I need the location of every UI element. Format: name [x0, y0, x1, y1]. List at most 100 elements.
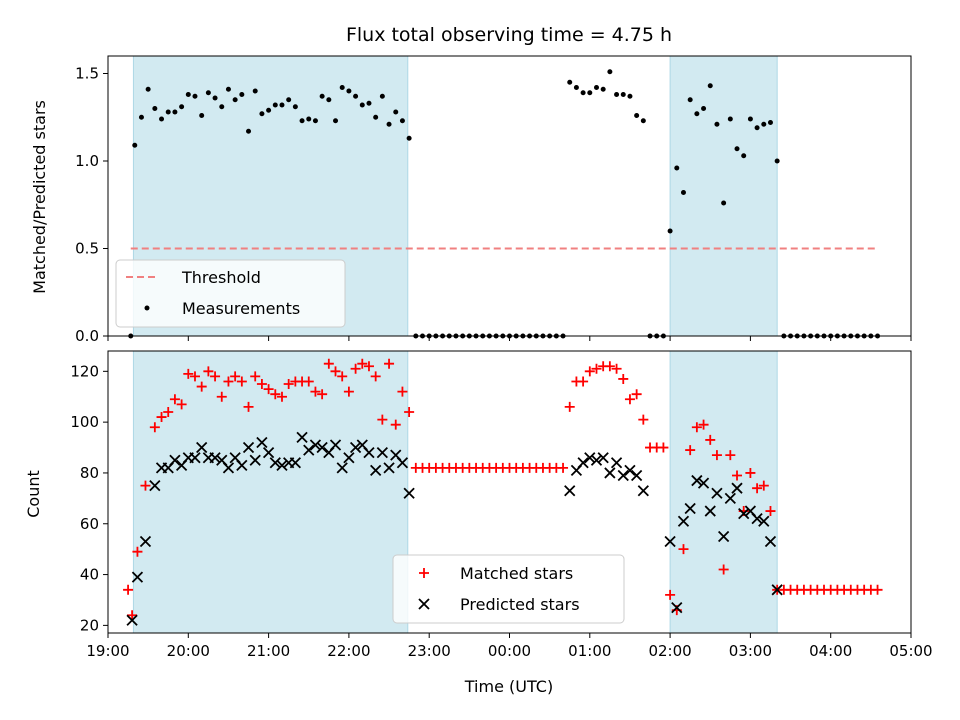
- matched-stars-point: [624, 394, 635, 405]
- matched-stars-point: [390, 419, 401, 430]
- matched-stars-point: [256, 379, 267, 390]
- bottom-shaded-interval: [132, 350, 409, 634]
- top-legend: [115, 259, 346, 328]
- matched-stars-point: [357, 358, 368, 369]
- bottom-y-tick-label: 20: [80, 616, 99, 634]
- matched-stars-point: [397, 386, 408, 397]
- measurements-point: [225, 86, 231, 92]
- x-tick-label: 23:00: [408, 642, 451, 660]
- predicted-stars-point: [577, 457, 589, 469]
- bottom-y-tick-label: 40: [80, 566, 99, 584]
- predicted-stars-point: [316, 441, 328, 454]
- bottom-y-axis-label: Count: [24, 470, 43, 518]
- measurements-point: [292, 104, 298, 110]
- measurements-point: [761, 121, 767, 127]
- predicted-stars-point: [343, 452, 355, 464]
- measurements-point: [634, 113, 640, 118]
- matched-stars-point: [283, 379, 294, 390]
- measurements-point: [379, 93, 385, 99]
- measurements-point: [614, 92, 620, 97]
- measurements-point: [199, 113, 205, 118]
- predicted-stars-point: [242, 441, 255, 454]
- matched-stars-point: [691, 422, 702, 433]
- matched-stars-point: [149, 422, 160, 433]
- matched-stars-point: [745, 467, 756, 478]
- measurements-point: [212, 95, 218, 101]
- measurements-point: [326, 97, 332, 103]
- measurements-point: [185, 92, 191, 97]
- measurements-point: [580, 90, 586, 96]
- measurements-point: [279, 102, 285, 108]
- predicted-stars-point: [256, 436, 268, 449]
- matched-stars-point: [323, 358, 334, 369]
- matched-stars-point: [250, 371, 261, 382]
- predicted-stars-point: [296, 431, 308, 444]
- matched-stars-point: [665, 589, 676, 600]
- predicted-stars-point: [126, 614, 138, 626]
- matched-stars-point: [310, 386, 321, 397]
- measurements-point: [640, 118, 646, 124]
- matched-stars-point: [370, 371, 381, 382]
- matched-stars-point: [169, 394, 180, 405]
- predicted-stars-point: [329, 439, 342, 451]
- bottom-legend: [392, 554, 625, 624]
- predicted-stars-point: [617, 469, 629, 482]
- predicted-stars-point: [738, 507, 750, 520]
- matched-stars-point: [678, 544, 689, 555]
- matched-stars-point: [725, 450, 736, 461]
- predicted-stars-point: [724, 492, 736, 504]
- predicted-stars-point: [604, 467, 616, 479]
- bottom-y-tick-label: 60: [80, 515, 99, 533]
- x-tick-label: 01:00: [568, 642, 611, 660]
- predicted-stars-point: [758, 515, 770, 527]
- matched-stars-point: [384, 358, 395, 369]
- matched-stars-point: [685, 445, 696, 456]
- measurements-point: [259, 111, 265, 117]
- predicted-stars-point: [370, 464, 382, 477]
- matched-stars-point: [123, 584, 134, 595]
- predicted-stars-point: [584, 452, 596, 464]
- predicted-stars-point: [610, 457, 623, 469]
- measurements-point: [567, 79, 573, 85]
- predicted-stars-point: [383, 462, 395, 474]
- measurements-point: [246, 128, 252, 134]
- measurements-point: [138, 114, 144, 120]
- predicted-stars-point: [349, 441, 362, 454]
- predicted-stars-point: [336, 462, 348, 474]
- matched-stars-point: [350, 363, 361, 374]
- matched-stars-point: [210, 371, 221, 382]
- matched-stars-point: [363, 361, 374, 372]
- measurements-point: [232, 97, 238, 103]
- measurements-point: [165, 109, 171, 115]
- measurements-point: [593, 85, 599, 90]
- measurements-point: [694, 111, 700, 117]
- matched-stars-point: [127, 610, 138, 621]
- matched-stars-point: [564, 401, 575, 412]
- predicted-stars-point: [363, 446, 375, 459]
- predicted-stars-point: [303, 444, 315, 456]
- predicted-stars-point: [236, 459, 248, 471]
- predicted-stars-point: [249, 454, 261, 466]
- measurements-point: [573, 85, 579, 90]
- measurements-point: [687, 97, 693, 103]
- matched-stars-point: [176, 399, 187, 410]
- matched-stars-point: [156, 412, 167, 423]
- top-y-axis-label: Matched/Predicted stars: [30, 100, 49, 294]
- predicted-stars-point: [697, 477, 710, 489]
- matched-stars-point: [558, 462, 569, 473]
- x-tick-label: 19:00: [86, 642, 129, 660]
- measurements-point: [587, 90, 593, 96]
- predicted-stars-point: [684, 502, 696, 515]
- legend-matched-label: Matched stars: [460, 564, 573, 583]
- measurements-point: [145, 86, 151, 92]
- predicted-stars-point: [169, 454, 181, 466]
- measurements-point: [406, 135, 412, 141]
- measurements-point: [373, 114, 379, 120]
- predicted-stars-point: [704, 505, 716, 517]
- matched-stars-point: [604, 361, 615, 372]
- top-shaded-interval: [669, 55, 778, 337]
- x-tick-label: 00:00: [488, 642, 531, 660]
- measurements-point: [727, 116, 733, 122]
- legend-measurements-label: Measurements: [182, 299, 300, 318]
- matched-stars-point: [611, 363, 622, 374]
